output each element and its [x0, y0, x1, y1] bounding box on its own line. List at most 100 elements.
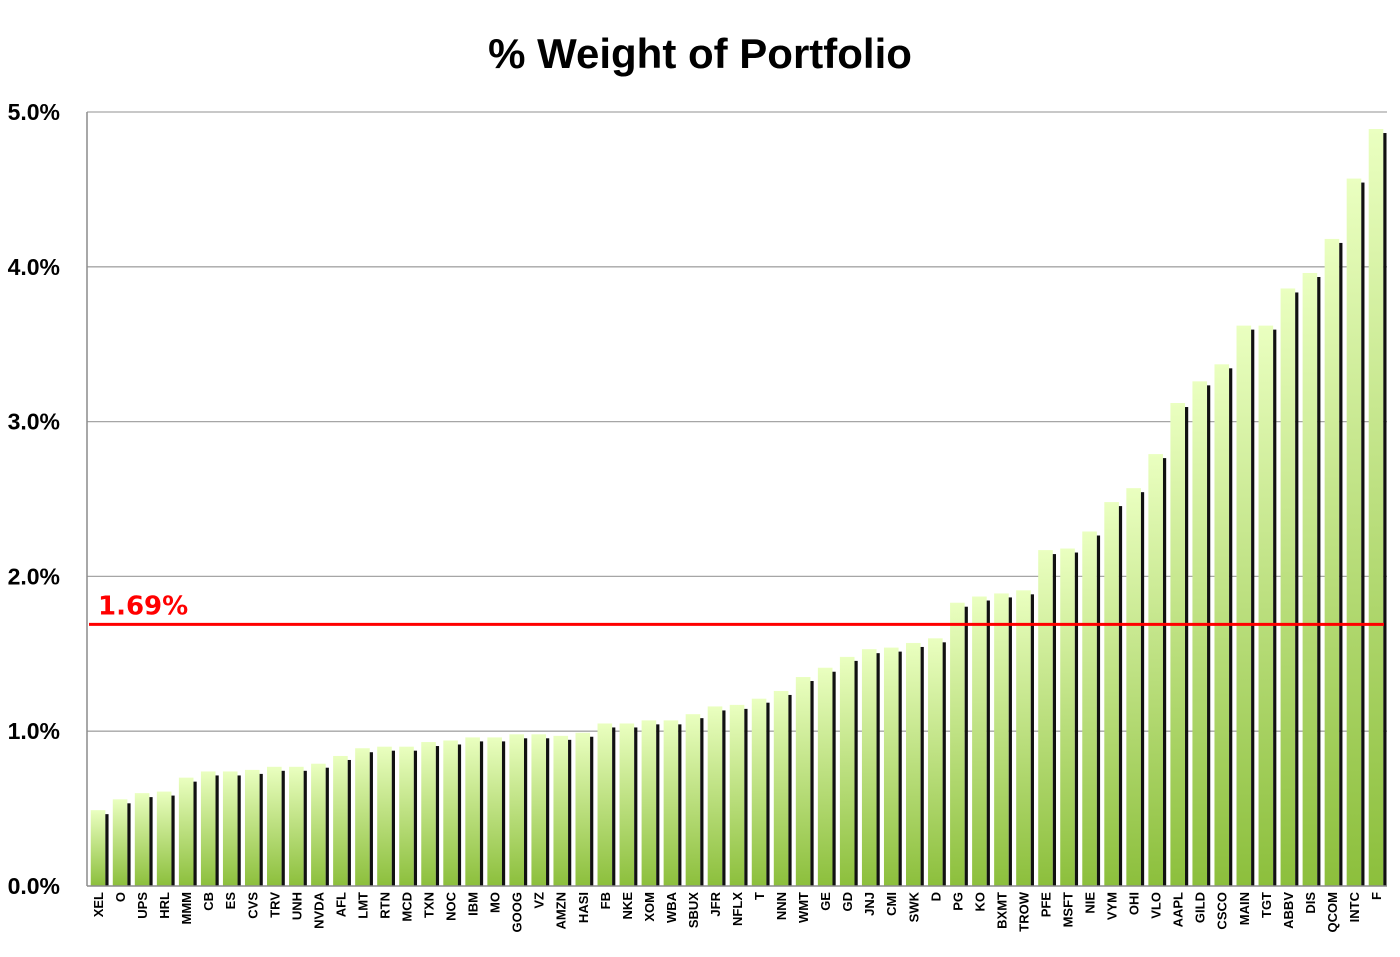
bar	[1170, 403, 1186, 886]
bar	[311, 763, 326, 886]
bar	[906, 642, 921, 886]
bar	[972, 596, 987, 886]
bar	[795, 677, 811, 886]
bar-shadow	[193, 781, 197, 886]
bar	[817, 667, 833, 886]
bar-shadow	[986, 600, 990, 886]
x-tick-label: CSCO	[1215, 892, 1230, 930]
bar-shadow	[259, 773, 263, 886]
x-tick-label: WBA	[664, 891, 679, 923]
bar-shadow	[700, 718, 704, 886]
x-tick-label: WMT	[796, 892, 811, 923]
bar	[134, 793, 150, 886]
x-tick-label: INTC	[1347, 891, 1362, 922]
bar	[1346, 178, 1362, 887]
x-tick-label: NIE	[1083, 892, 1098, 914]
bar	[178, 777, 194, 886]
x-tick-label: UNH	[289, 892, 304, 920]
bar-shadow	[964, 606, 968, 886]
bar-shadow	[127, 803, 131, 886]
bar	[861, 649, 877, 886]
bar-shadow	[1052, 554, 1057, 886]
bar-shadow	[369, 752, 373, 886]
bar	[487, 737, 502, 886]
x-tick-label: VZ	[532, 892, 547, 909]
bar-shadow	[501, 741, 506, 886]
x-tick-label: HRL	[157, 892, 172, 919]
bar	[509, 734, 524, 886]
bar	[1368, 129, 1384, 886]
bar-shadow	[898, 651, 902, 886]
bar	[707, 706, 723, 886]
x-tick-label: D	[928, 892, 943, 901]
y-tick-label: 5.0%	[8, 99, 60, 125]
x-tick-label: ES	[223, 892, 238, 910]
x-tick-label: AMZN	[554, 892, 569, 930]
bar	[1038, 550, 1053, 886]
y-tick-label: 1.0%	[8, 718, 60, 744]
bar	[90, 810, 106, 886]
x-tick-label: NVDA	[311, 891, 326, 928]
x-tick-label: MSFT	[1061, 892, 1076, 927]
bar	[333, 755, 348, 886]
bar-shadow	[435, 746, 440, 886]
y-tick-label: 4.0%	[8, 254, 60, 280]
bar-shadow	[876, 653, 880, 886]
bar	[1258, 325, 1274, 886]
bar-shadow	[457, 744, 462, 886]
x-tick-label: OHI	[1127, 892, 1142, 915]
x-tick-label: FB	[598, 892, 613, 909]
bar	[685, 714, 701, 886]
bar	[597, 723, 613, 886]
bar-shadow	[1096, 535, 1101, 886]
bar-shadow	[1295, 292, 1299, 886]
x-tick-label: O	[113, 892, 128, 902]
bar-shadow	[590, 736, 594, 886]
x-tick-label: TGT	[1259, 892, 1274, 918]
bar-shadow	[1185, 407, 1189, 886]
bar-shadow	[832, 671, 836, 886]
bar-shadow	[634, 727, 638, 886]
bar	[1082, 531, 1097, 886]
bar-shadow	[105, 814, 109, 886]
bar-shadow	[722, 710, 726, 886]
bar-shadow	[656, 724, 660, 886]
bar-shadow	[391, 750, 395, 886]
bar-shadow	[854, 660, 858, 886]
bar	[950, 602, 965, 886]
bar-shadow	[546, 738, 550, 886]
bar	[244, 769, 260, 886]
bar-shadow	[920, 646, 924, 886]
bar-shadow	[568, 739, 572, 886]
x-tick-label: MO	[488, 892, 503, 913]
bar-shadow	[810, 681, 814, 886]
x-tick-label: NOC	[444, 891, 459, 921]
bar-shadow	[171, 795, 175, 886]
bar-shadow	[1162, 458, 1167, 886]
bar	[531, 734, 547, 886]
bar-shadow	[1074, 552, 1079, 886]
bar-shadow	[303, 770, 307, 886]
x-tick-label: SWK	[906, 891, 921, 922]
x-tick-label: CMI	[884, 892, 899, 916]
x-tick-label: PG	[950, 892, 965, 911]
bar	[200, 771, 216, 886]
x-tick-label: GILD	[1193, 892, 1208, 923]
x-tick-label: AFL	[333, 892, 348, 917]
x-tick-label: CB	[201, 892, 216, 911]
x-tick-label: NFLX	[730, 892, 745, 926]
bar-shadow	[215, 775, 219, 886]
bar	[839, 656, 855, 886]
bar	[751, 698, 767, 886]
bar	[267, 766, 282, 886]
bar	[421, 742, 436, 886]
bar-shadow	[479, 741, 484, 886]
bar-shadow	[1030, 594, 1034, 886]
bar-shadow	[1317, 276, 1321, 886]
reference-line-label: 1.69%	[98, 591, 188, 621]
x-tick-label: MAIN	[1237, 892, 1252, 925]
bar	[928, 638, 943, 886]
bar	[641, 720, 657, 886]
x-tick-label: AAPL	[1171, 892, 1186, 927]
